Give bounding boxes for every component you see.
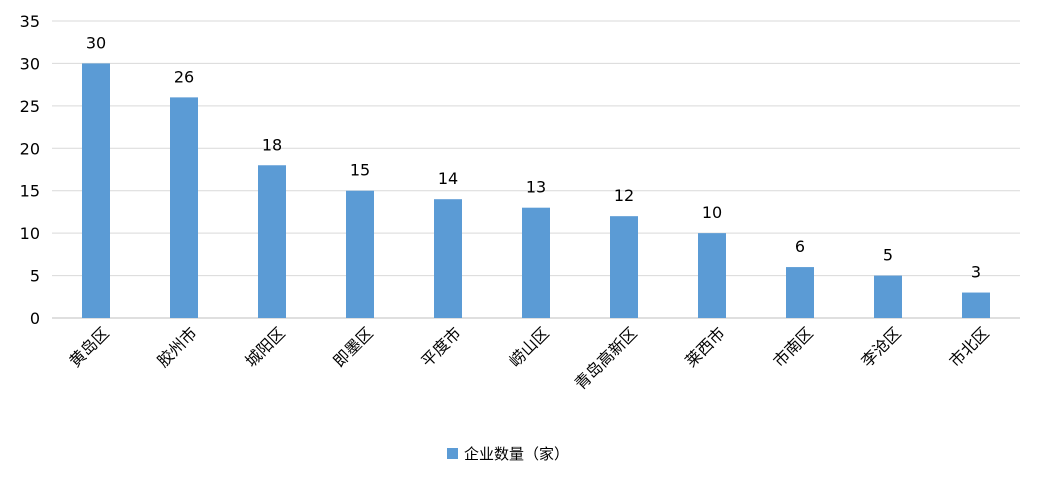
data-label: 12 <box>614 186 634 205</box>
data-label: 14 <box>438 169 458 188</box>
x-tick-label: 莱西市 <box>681 323 728 370</box>
bar <box>698 233 726 318</box>
bar <box>170 97 198 318</box>
data-label: 18 <box>262 135 282 154</box>
x-tick-label: 城阳区 <box>241 323 288 370</box>
legend-label: 企业数量（家） <box>464 445 569 463</box>
data-label: 26 <box>174 67 194 86</box>
x-tick-label: 市南区 <box>769 323 816 370</box>
y-tick-label: 35 <box>20 12 40 31</box>
y-axis: 0 5 10 15 20 25 30 35 <box>20 12 40 328</box>
bar <box>874 275 902 318</box>
bar <box>434 199 462 318</box>
data-label: 15 <box>350 161 370 180</box>
x-tick-label: 崂山区 <box>505 323 552 370</box>
y-tick-label: 25 <box>20 97 40 116</box>
bar <box>346 190 374 318</box>
y-tick-label: 15 <box>20 182 40 201</box>
y-tick-label: 0 <box>30 309 40 328</box>
bars <box>82 63 990 318</box>
x-tick-label: 平度市 <box>417 323 464 370</box>
x-tick-label: 胶州市 <box>153 323 200 370</box>
bar <box>962 292 990 318</box>
x-tick-label: 黄岛区 <box>65 323 112 370</box>
bar <box>258 165 286 318</box>
data-label: 10 <box>702 203 722 222</box>
legend-swatch <box>447 448 458 459</box>
legend[interactable]: 企业数量（家） <box>447 445 569 463</box>
bar <box>786 267 814 318</box>
bar <box>82 63 110 318</box>
x-axis: 黄岛区 胶州市 城阳区 即墨区 平度市 崂山区 青岛高新区 莱西市 市南区 李沧区 市北区 <box>65 323 992 393</box>
x-tick-label: 市北区 <box>945 323 992 370</box>
y-tick-label: 20 <box>20 139 40 158</box>
x-tick-label: 青岛高新区 <box>571 323 641 393</box>
bar <box>610 216 638 318</box>
bar <box>522 207 550 318</box>
data-label: 3 <box>971 263 981 282</box>
data-label: 13 <box>526 178 546 197</box>
x-tick-label: 即墨区 <box>329 323 376 370</box>
y-tick-label: 10 <box>20 224 40 243</box>
y-tick-label: 30 <box>20 54 40 73</box>
x-tick-label: 李沧区 <box>857 323 904 370</box>
y-tick-label: 5 <box>30 267 40 286</box>
data-labels: 30 26 18 15 14 13 12 10 6 5 3 <box>86 33 981 281</box>
data-label: 30 <box>86 33 106 52</box>
data-label: 5 <box>883 246 893 265</box>
data-label: 6 <box>795 237 805 256</box>
